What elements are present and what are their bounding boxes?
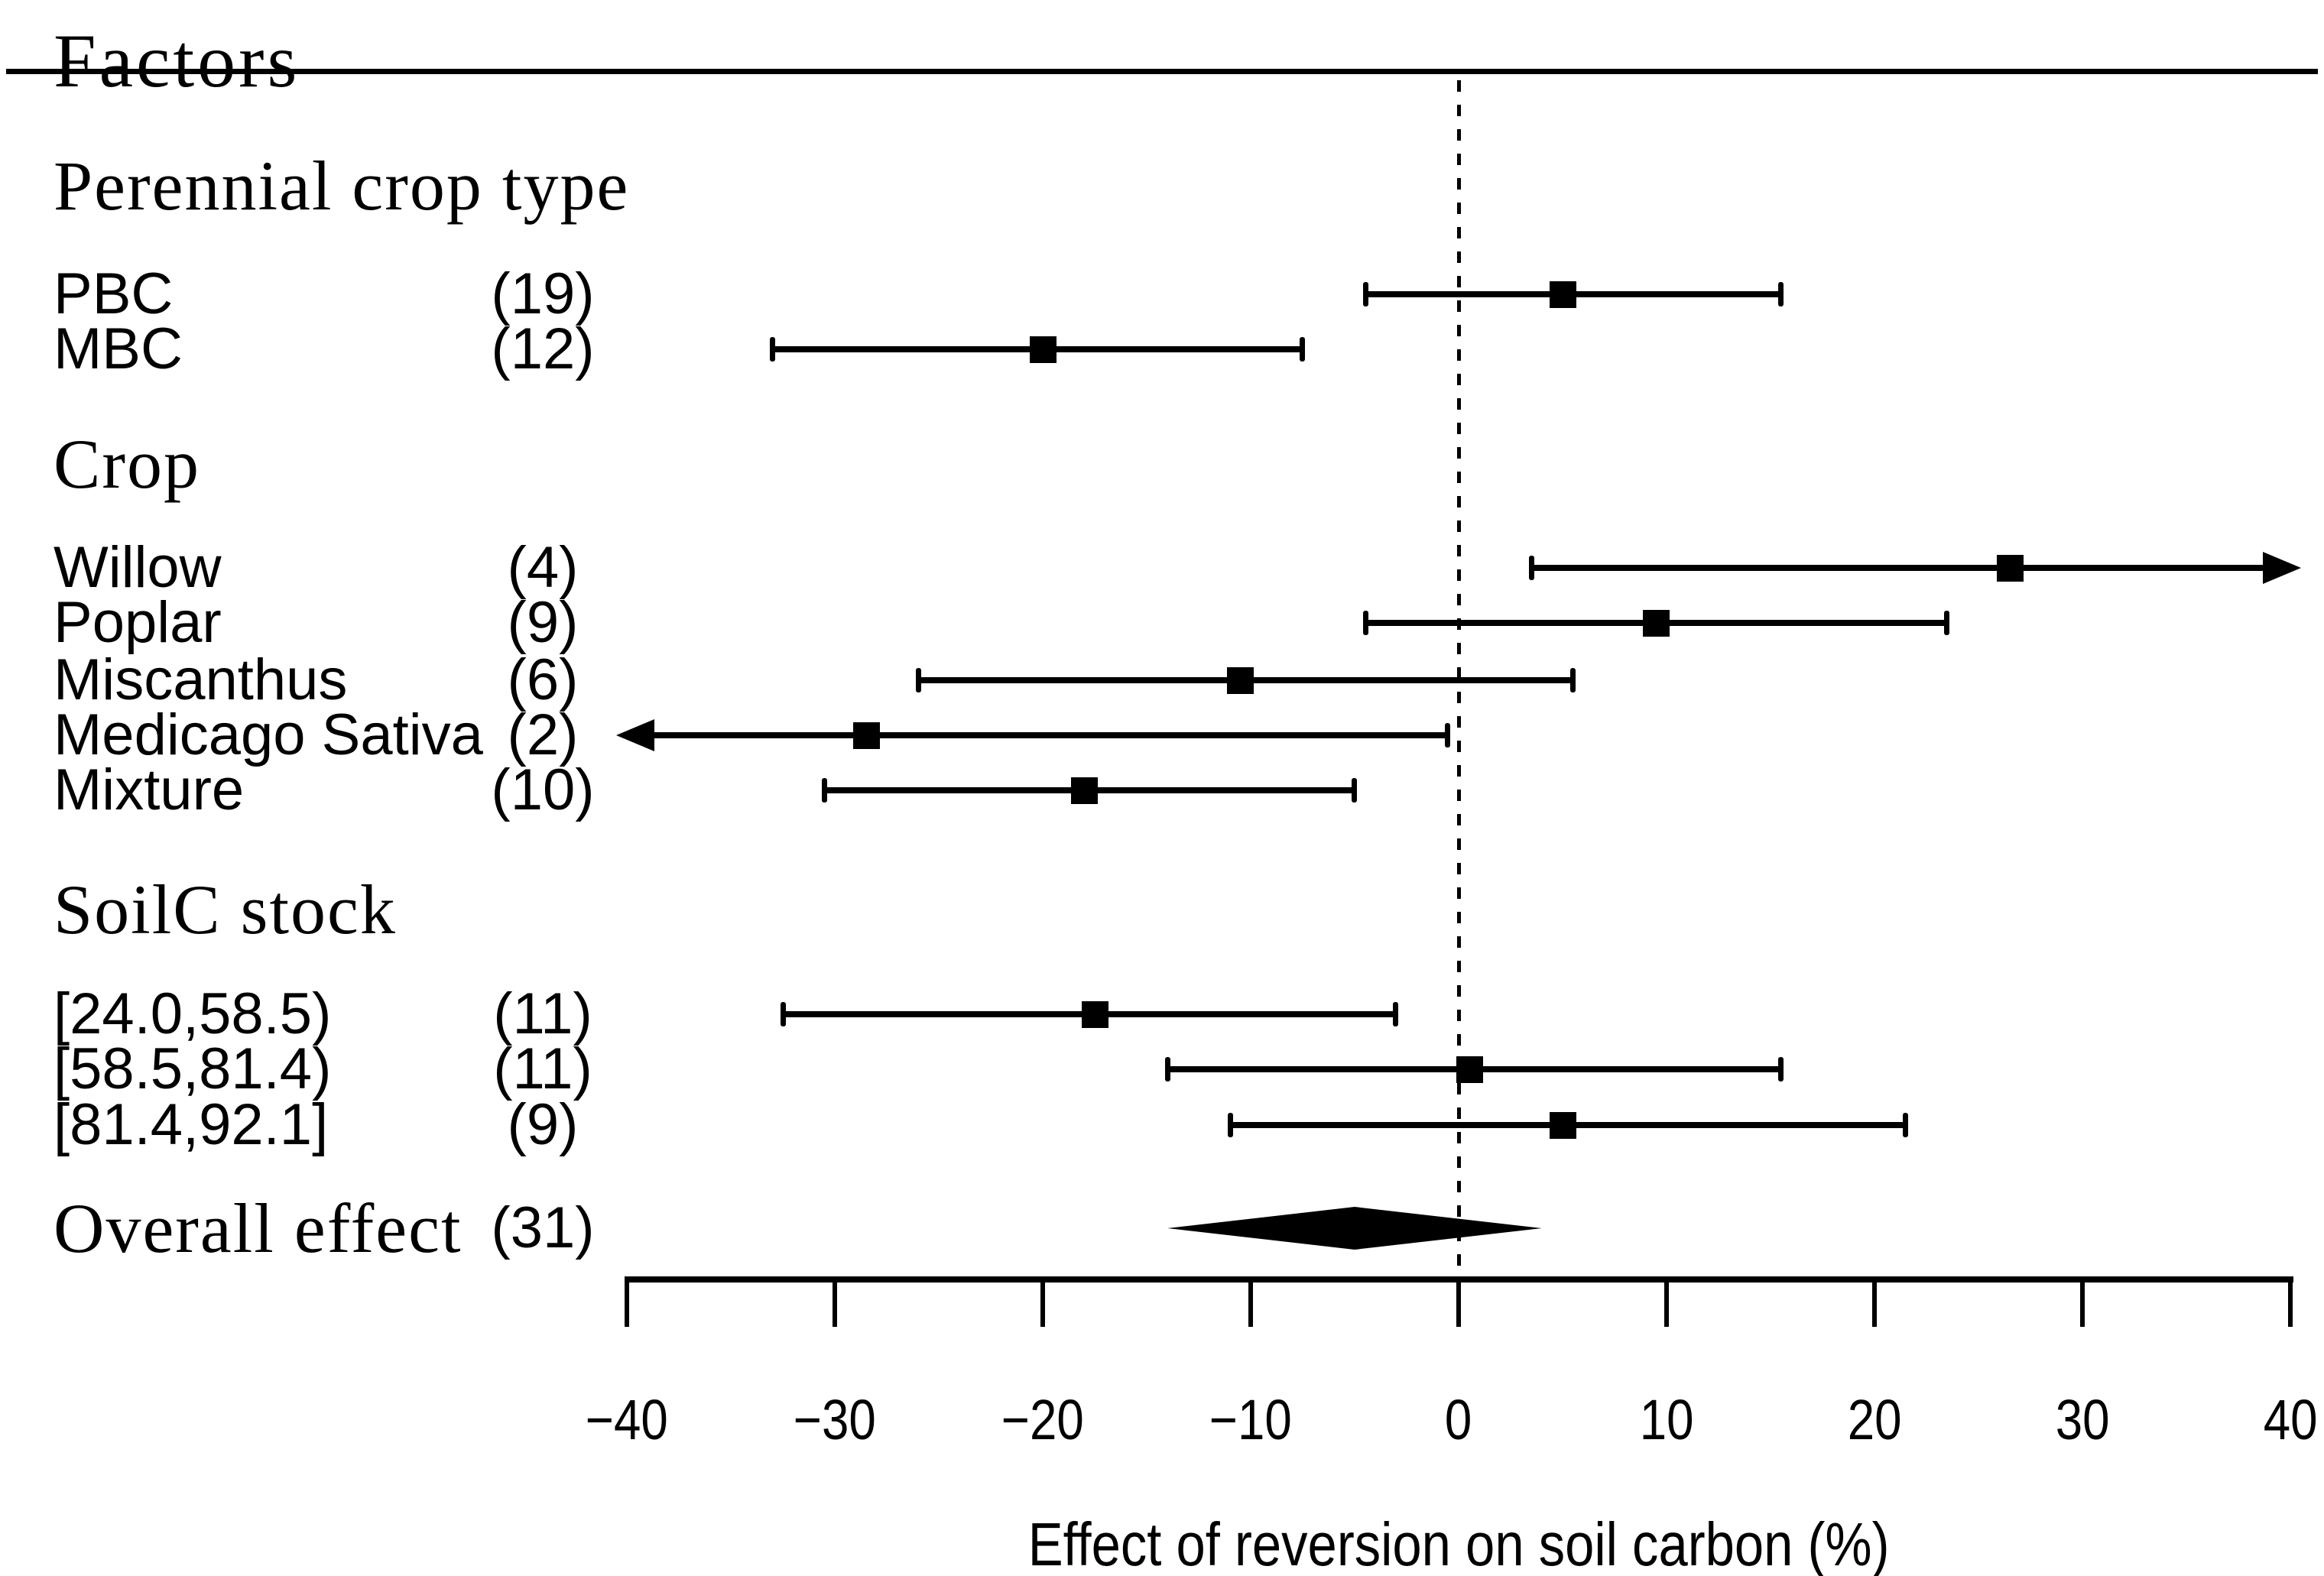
x-axis-tick-label-text: 0 (1445, 1388, 1472, 1451)
overall-effect-count: (31) (491, 1195, 595, 1260)
overall-effect-diamond (1167, 1207, 1542, 1250)
row-label: Medicago Sativa (54, 702, 483, 767)
ci-line (653, 732, 1449, 738)
x-axis-tick-label-text: −30 (794, 1388, 876, 1451)
x-axis-label-row: Effect of reversion on soil carbon (%) (627, 1510, 2290, 1576)
x-axis-tick (2080, 1276, 2085, 1327)
group-header: SoilC stock (54, 871, 397, 949)
effect-square (1227, 667, 1255, 694)
x-axis-tick-label: −10 (1182, 1392, 1319, 1448)
row-count: (2) (507, 702, 579, 767)
row-label: MBC (54, 316, 183, 381)
x-axis-tick-label: 20 (1806, 1392, 1943, 1448)
x-axis-tick-label-text: −40 (586, 1388, 668, 1451)
row-label: Poplar (54, 590, 222, 655)
x-axis-tick-label-text: −10 (1209, 1388, 1292, 1451)
ci-cap-right (1300, 337, 1305, 362)
ci-cap-left (1362, 282, 1368, 306)
row-count: (4) (507, 535, 579, 600)
x-axis-tick (1664, 1276, 1669, 1327)
ci-cap-right (1944, 611, 1950, 635)
header-rule (6, 69, 2318, 74)
row-label: [58.5,81.4) (54, 1036, 332, 1101)
row-count: (9) (507, 590, 579, 655)
x-axis-tick-label: 40 (2222, 1392, 2324, 1448)
group-header: Crop (54, 425, 200, 503)
row-count: (10) (491, 757, 595, 822)
x-axis-tick-label: 10 (1598, 1392, 1735, 1448)
ci-cap-right (1777, 1057, 1784, 1081)
ci-cap-left (822, 778, 828, 803)
x-axis-tick-label: −20 (974, 1392, 1112, 1448)
ci-cap-right (1393, 1002, 1399, 1026)
ci-cap-left (915, 668, 921, 692)
x-axis-tick-label-text: 40 (2263, 1388, 2318, 1451)
effect-square (1082, 1001, 1108, 1028)
ci-cap-right (1777, 282, 1784, 306)
ci-cap-right (1569, 668, 1576, 692)
row-label: Miscanthus (54, 647, 348, 712)
ci-cap-left (1227, 1113, 1233, 1137)
effect-square (1071, 777, 1099, 804)
row-count: (19) (491, 261, 595, 326)
x-axis-tick (1872, 1276, 1877, 1327)
x-axis-tick-label-text: −20 (1001, 1388, 1084, 1451)
ci-line (1531, 565, 2264, 571)
row-label: [24.0,58.5) (54, 981, 332, 1046)
x-axis-tick-label-text: 30 (2055, 1388, 2110, 1451)
x-axis-tick-label: −30 (766, 1392, 904, 1448)
x-axis-tick (2288, 1276, 2293, 1327)
figure-title: Factors (54, 18, 300, 103)
ci-cap-left (1529, 556, 1535, 580)
ci-cap-left (1362, 611, 1368, 635)
x-axis-tick-label: 30 (2014, 1392, 2151, 1448)
row-count: (12) (491, 316, 595, 381)
x-axis-tick (833, 1276, 837, 1327)
effect-square (1550, 1112, 1576, 1139)
x-axis-tick-label-text: 10 (1639, 1388, 1694, 1451)
x-axis-tick (1456, 1276, 1461, 1327)
effect-square (1550, 281, 1576, 308)
x-axis-tick-label: −40 (558, 1392, 696, 1448)
row-count: (9) (507, 1092, 579, 1157)
x-axis-tick (1248, 1276, 1253, 1327)
x-axis-tick-label: 0 (1390, 1392, 1527, 1448)
group-header: Perennial crop type (54, 147, 630, 225)
effect-square (1456, 1056, 1483, 1083)
row-label: Mixture (54, 757, 245, 822)
ci-cap-left (781, 1002, 786, 1026)
row-label: PBC (54, 261, 174, 326)
effect-square (1643, 610, 1670, 637)
ci-cap-left (1165, 1057, 1171, 1081)
row-count: (6) (507, 647, 579, 712)
ci-cap-right (1352, 778, 1357, 803)
x-axis-tick-label-text: 20 (1847, 1388, 1902, 1451)
left-arrowhead-icon (616, 719, 654, 751)
row-count: (11) (493, 1036, 592, 1101)
overall-effect-label: Overall effect (54, 1189, 463, 1267)
effect-square (852, 722, 880, 749)
effect-square (1996, 555, 2024, 582)
x-axis-tick (1040, 1276, 1045, 1327)
ci-cap-left (770, 337, 776, 362)
row-label: Willow (54, 535, 222, 600)
ci-cap-right (1445, 723, 1451, 747)
row-label: [81.4,92.1] (54, 1092, 329, 1157)
x-axis-label: Effect of reversion on soil carbon (%) (1027, 1510, 1890, 1576)
row-count: (11) (493, 981, 592, 1046)
right-arrowhead-icon (2263, 552, 2301, 584)
effect-square (1030, 336, 1057, 363)
x-axis-tick (625, 1276, 629, 1327)
ci-cap-right (1902, 1113, 1908, 1137)
